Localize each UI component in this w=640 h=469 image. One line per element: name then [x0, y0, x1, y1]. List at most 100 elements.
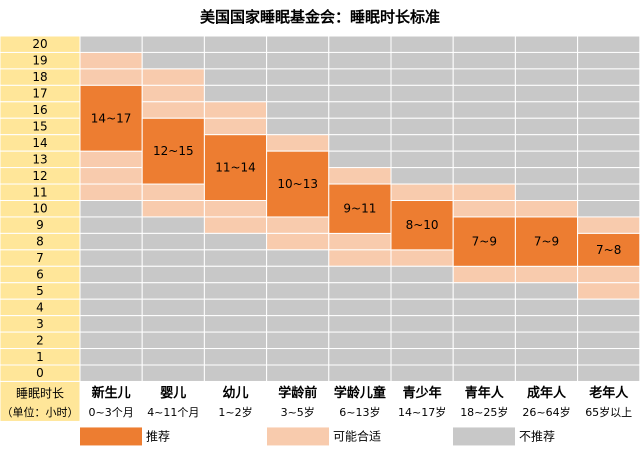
- cell-not-recommended: [577, 348, 640, 366]
- legend-swatch: [453, 427, 515, 446]
- y-tick-label: 12: [32, 169, 47, 183]
- cell-not-recommended: [452, 315, 516, 333]
- cell-not-recommended: [203, 232, 268, 251]
- cell-not-recommended: [79, 348, 143, 366]
- recommended-block: [577, 232, 640, 267]
- cell-not-recommended: [266, 331, 330, 350]
- cell-acceptable: [79, 183, 143, 202]
- y-tick-label: 6: [36, 268, 44, 282]
- cell-not-recommended: [452, 68, 516, 86]
- cell-not-recommended: [203, 249, 268, 267]
- cell-not-recommended: [577, 134, 640, 152]
- legend-label: 不推荐: [519, 429, 555, 443]
- cell-not-recommended: [390, 348, 454, 366]
- y-tick-label: 11: [32, 185, 47, 199]
- cell-not-recommended: [390, 282, 454, 300]
- cell-not-recommended: [328, 117, 392, 136]
- cell-acceptable: [141, 68, 205, 86]
- cell-not-recommended: [514, 101, 579, 119]
- cell-not-recommended: [577, 35, 640, 53]
- recommended-range-label: 7~9: [534, 235, 559, 249]
- cell-not-recommended: [141, 265, 205, 284]
- cell-not-recommended: [577, 364, 640, 382]
- cell-not-recommended: [514, 364, 579, 382]
- cell-acceptable: [79, 68, 143, 86]
- cell-not-recommended: [266, 84, 330, 103]
- cell-not-recommended: [328, 68, 392, 86]
- cell-not-recommended: [79, 200, 143, 218]
- cell-acceptable: [328, 167, 392, 185]
- y-tick-label: 7: [36, 251, 44, 265]
- legend-label: 可能合适: [333, 428, 381, 443]
- cell-acceptable: [390, 249, 454, 267]
- recommended-range-label: 8~10: [406, 218, 439, 232]
- group-name-label: 青年人: [465, 385, 505, 401]
- cell-acceptable: [514, 200, 579, 218]
- y-tick-label: 5: [36, 284, 44, 298]
- cell-not-recommended: [514, 348, 579, 366]
- recommended-block: [266, 150, 330, 218]
- cell-not-recommended: [514, 298, 579, 317]
- cell-not-recommended: [390, 150, 454, 169]
- group-age-label: 6~13岁: [339, 405, 380, 419]
- y-tick-label: 10: [32, 202, 47, 216]
- cell-not-recommended: [452, 167, 516, 185]
- cell-not-recommended: [577, 200, 640, 218]
- cell-not-recommended: [514, 167, 579, 185]
- cell-not-recommended: [79, 364, 143, 382]
- cell-not-recommended: [266, 35, 330, 53]
- cell-acceptable: [514, 265, 579, 284]
- recommended-block: [141, 117, 205, 185]
- cell-not-recommended: [577, 315, 640, 333]
- grid-layer: [0, 35, 640, 422]
- recommended-range-label: 10~13: [277, 177, 318, 191]
- recommended-range-label: 7~9: [472, 235, 497, 249]
- cell-acceptable: [141, 200, 205, 218]
- group-age-label: 3~5岁: [281, 405, 315, 419]
- cell-acceptable: [452, 265, 516, 284]
- group-name-label: 学龄儿童: [334, 385, 386, 401]
- y-tick-label: 8: [36, 235, 44, 249]
- recommended-block: [203, 134, 268, 201]
- cell-not-recommended: [203, 331, 268, 350]
- cell-not-recommended: [203, 51, 268, 70]
- cell-not-recommended: [79, 249, 143, 267]
- cell-not-recommended: [390, 134, 454, 152]
- group-name-label: 幼儿: [222, 385, 248, 401]
- cell-not-recommended: [79, 315, 143, 333]
- cell-acceptable: [79, 150, 143, 169]
- recommended-range-label: 14~17: [91, 111, 132, 125]
- cell-acceptable: [452, 200, 516, 218]
- labels-layer: 2019181716151413121110987654321014~1712~…: [2, 37, 633, 419]
- cell-not-recommended: [577, 183, 640, 202]
- group-name-label: 成年人: [527, 385, 567, 401]
- y-tick-label: 1: [36, 350, 44, 364]
- recommended-range-label: 9~11: [343, 202, 376, 216]
- cell-not-recommended: [203, 315, 268, 333]
- cell-not-recommended: [141, 298, 205, 317]
- cell-not-recommended: [266, 249, 330, 267]
- cell-not-recommended: [514, 134, 579, 152]
- cell-not-recommended: [514, 68, 579, 86]
- unit-label: （单位：小时）: [2, 405, 79, 419]
- cell-not-recommended: [452, 101, 516, 119]
- cell-not-recommended: [203, 35, 268, 53]
- cell-not-recommended: [203, 84, 268, 103]
- cell-not-recommended: [514, 150, 579, 169]
- legend-layer: 推荐 可能合适 不推荐: [80, 427, 555, 446]
- cell-acceptable: [79, 51, 143, 70]
- cell-not-recommended: [203, 265, 268, 284]
- cell-not-recommended: [79, 216, 143, 234]
- y-tick-label: 3: [36, 317, 44, 331]
- cell-not-recommended: [266, 101, 330, 119]
- cell-acceptable: [577, 216, 640, 234]
- cell-not-recommended: [141, 51, 205, 70]
- cell-not-recommended: [452, 331, 516, 350]
- cell-not-recommended: [577, 51, 640, 70]
- cell-acceptable: [203, 216, 268, 234]
- cell-not-recommended: [203, 68, 268, 86]
- group-age-label: 65岁以上: [585, 405, 632, 419]
- cell-not-recommended: [390, 117, 454, 136]
